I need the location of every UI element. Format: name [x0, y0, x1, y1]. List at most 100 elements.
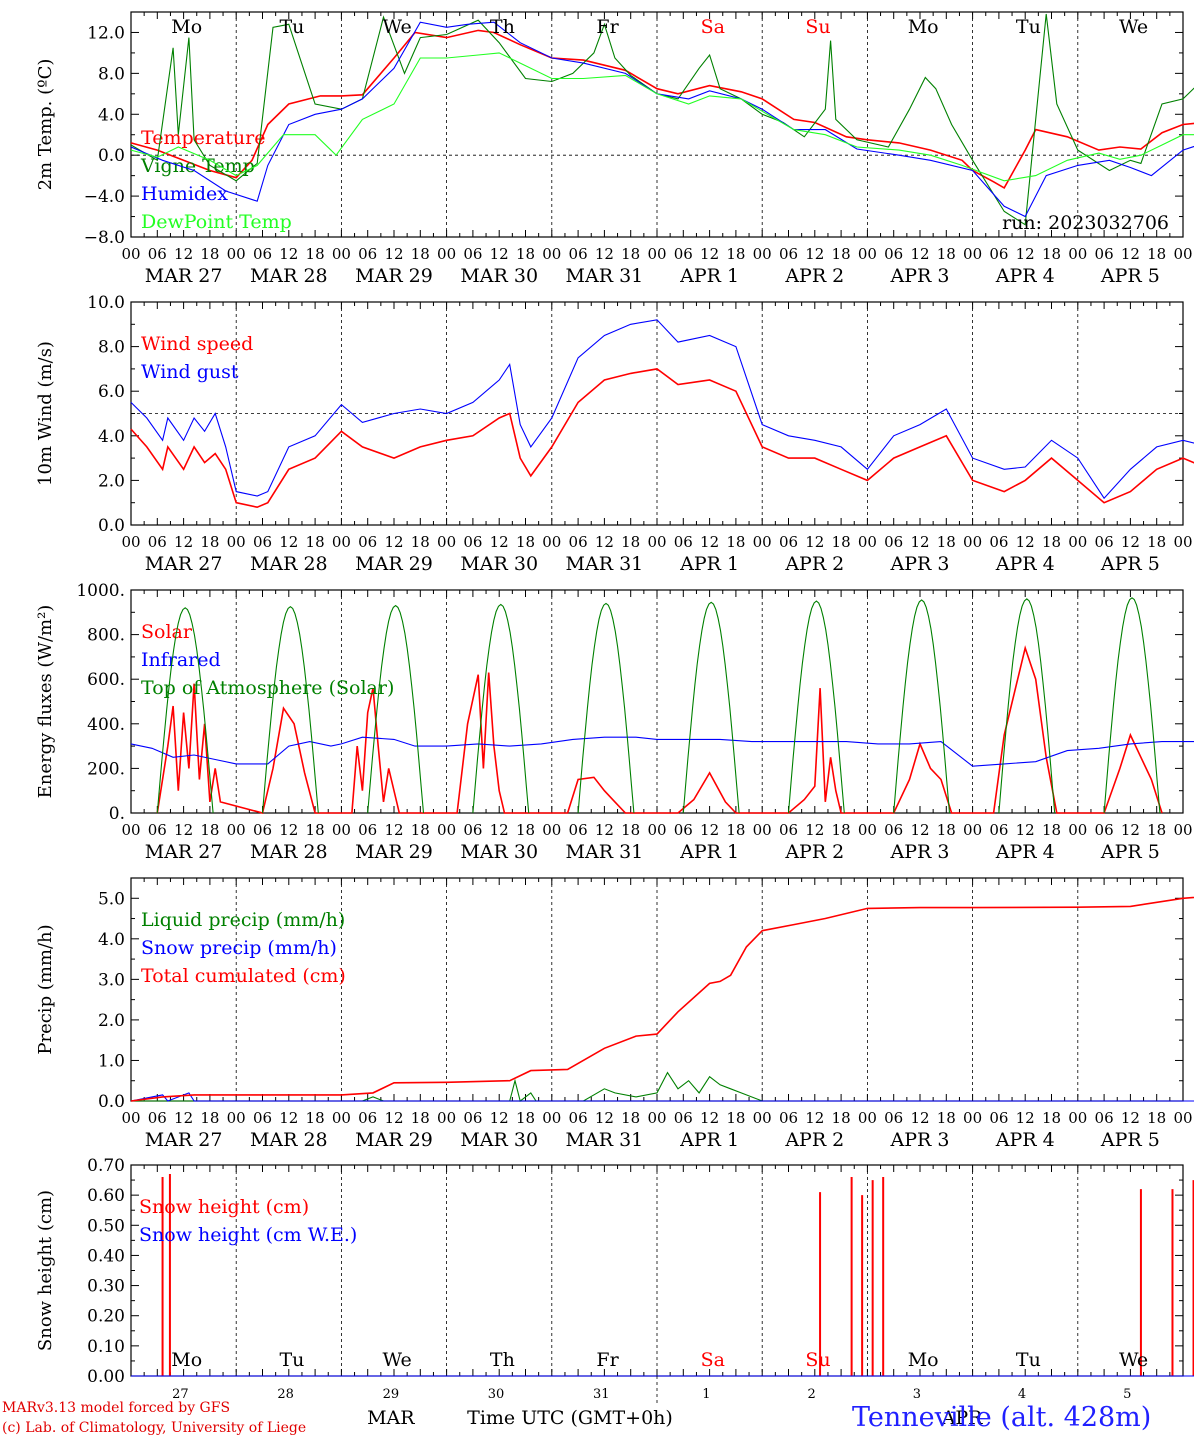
x-day-label: APR 5	[1100, 553, 1160, 575]
x-hour-label: 00	[963, 821, 982, 839]
x-day-label: MAR 28	[250, 841, 328, 863]
series-line	[130, 52, 1194, 182]
x-hour-label: 18	[937, 245, 956, 263]
x-hour-label: 00	[647, 1109, 666, 1127]
legend-entry: Infrared	[141, 649, 221, 671]
x-hour-label: 12	[700, 1109, 719, 1127]
x-hour-label: 18	[621, 533, 640, 551]
x-hour-label: 18	[411, 245, 430, 263]
series-line	[130, 368, 1194, 509]
x-hour-label: 18	[1147, 245, 1166, 263]
x-hour-label: 00	[1068, 821, 1087, 839]
x-hour-label: 00	[963, 1109, 982, 1127]
y-axis-label: Energy fluxes (W/m²)	[35, 605, 56, 799]
weekday-label: Mo	[908, 1349, 939, 1371]
x-hour-label: 18	[832, 1109, 851, 1127]
x-hour-label: 06	[253, 821, 272, 839]
x-hour-label: 18	[306, 533, 325, 551]
x-hour-label: 00	[542, 1109, 561, 1127]
x-hour-label: 12	[279, 533, 298, 551]
y-tick-label: 0.60	[87, 1186, 125, 1206]
series-line	[130, 21, 1194, 218]
x-day-label: MAR 31	[566, 1129, 644, 1151]
x-hour-label: 00	[858, 533, 877, 551]
y-tick-label: 400.	[87, 715, 125, 735]
x-hour-label: 12	[174, 533, 193, 551]
x-hour-label: 18	[1147, 821, 1166, 839]
weekday-label: We	[383, 16, 412, 38]
x-hour-label: 06	[989, 821, 1008, 839]
x-hour-label: 18	[411, 533, 430, 551]
x-day-label: APR 2	[784, 553, 844, 575]
x-hour-label: 12	[1016, 245, 1035, 263]
legend-entry: Snow height (cm)	[139, 1196, 309, 1218]
x-hour-label: 06	[779, 245, 798, 263]
weekday-label: Mo	[171, 1349, 202, 1371]
weekday-label: Tu	[1016, 16, 1041, 38]
x-hour-label: 06	[358, 821, 377, 839]
x-hour-label: 18	[200, 821, 219, 839]
y-tick-label: 0.	[109, 804, 125, 824]
x-day-number: 2	[808, 1387, 816, 1402]
series-line	[472, 603, 530, 814]
x-hour-label: 12	[910, 245, 929, 263]
x-hour-label: 06	[358, 1109, 377, 1127]
x-hour-label: 12	[490, 821, 509, 839]
x-hour-label: 18	[937, 821, 956, 839]
x-day-label: APR 5	[1100, 265, 1160, 287]
y-tick-label: 600.	[87, 670, 125, 690]
x-hour-label: 18	[726, 821, 745, 839]
x-day-number: 30	[488, 1387, 505, 1402]
x-hour-label: 06	[148, 533, 167, 551]
x-hour-label: 00	[858, 821, 877, 839]
x-hour-label: 12	[1016, 533, 1035, 551]
x-hour-label: 18	[726, 1109, 745, 1127]
x-hour-label: 00	[647, 533, 666, 551]
series-line	[682, 601, 740, 814]
x-day-number: 4	[1018, 1387, 1026, 1402]
x-hour-label: 12	[595, 533, 614, 551]
x-hour-label: 00	[437, 245, 456, 263]
x-day-number: 27	[172, 1387, 189, 1402]
x-hour-label: 00	[753, 245, 772, 263]
y-tick-label: 10.0	[87, 293, 125, 313]
x-hour-label: 18	[411, 821, 430, 839]
x-hour-label: 00	[858, 1109, 877, 1127]
legend-entry: Snow precip (mm/h)	[141, 937, 337, 959]
x-month-label: APR	[941, 1407, 984, 1429]
x-hour-label: 00	[332, 1109, 351, 1127]
x-hour-label: 00	[437, 533, 456, 551]
legend-entry: DewPoint Temp	[141, 211, 292, 233]
legend-entry: Vigne Temp	[140, 155, 255, 177]
x-hour-label: 06	[253, 1109, 272, 1127]
x-hour-label: 00	[332, 533, 351, 551]
x-hour-label: 12	[490, 533, 509, 551]
y-tick-label: 6.0	[98, 382, 125, 402]
x-hour-label: 00	[437, 1109, 456, 1127]
chart-panel-3: 0. 200. 400. 600. 800. 1000. Energy fluxes (W/…	[35, 581, 1194, 863]
x-hour-label: 06	[358, 533, 377, 551]
x-day-label: APR 4	[995, 265, 1055, 287]
x-hour-label: 12	[910, 533, 929, 551]
legend-entry: Solar	[141, 621, 193, 643]
x-hour-label: 00	[227, 1109, 246, 1127]
y-tick-label: 0.20	[87, 1307, 125, 1327]
x-hour-label: 12	[384, 533, 403, 551]
x-hour-label: 06	[1095, 1109, 1114, 1127]
x-hour-label: 18	[621, 245, 640, 263]
chart-panel-4: 0.0 1.0 2.0 3.0 4.0 5.0 Precip (mm/h) Liquid pr…	[35, 877, 1194, 1151]
y-tick-label: 0.70	[87, 1156, 125, 1176]
x-hour-label: 18	[1042, 821, 1061, 839]
y-axis-label: 10m Wind (m/s)	[35, 341, 56, 486]
legend-entry: Humidex	[141, 183, 228, 205]
series-line	[130, 13, 1194, 226]
y-axis-label: Precip (mm/h)	[35, 924, 56, 1054]
x-day-label: MAR 30	[460, 841, 538, 863]
x-hour-label: 06	[148, 1109, 167, 1127]
x-hour-label: 12	[700, 245, 719, 263]
x-hour-label: 12	[910, 821, 929, 839]
x-hour-label: 18	[937, 1109, 956, 1127]
x-hour-label: 18	[516, 245, 535, 263]
series-line	[131, 1071, 1194, 1102]
station-name: Tenneville (alt. 428m)	[852, 1402, 1152, 1433]
